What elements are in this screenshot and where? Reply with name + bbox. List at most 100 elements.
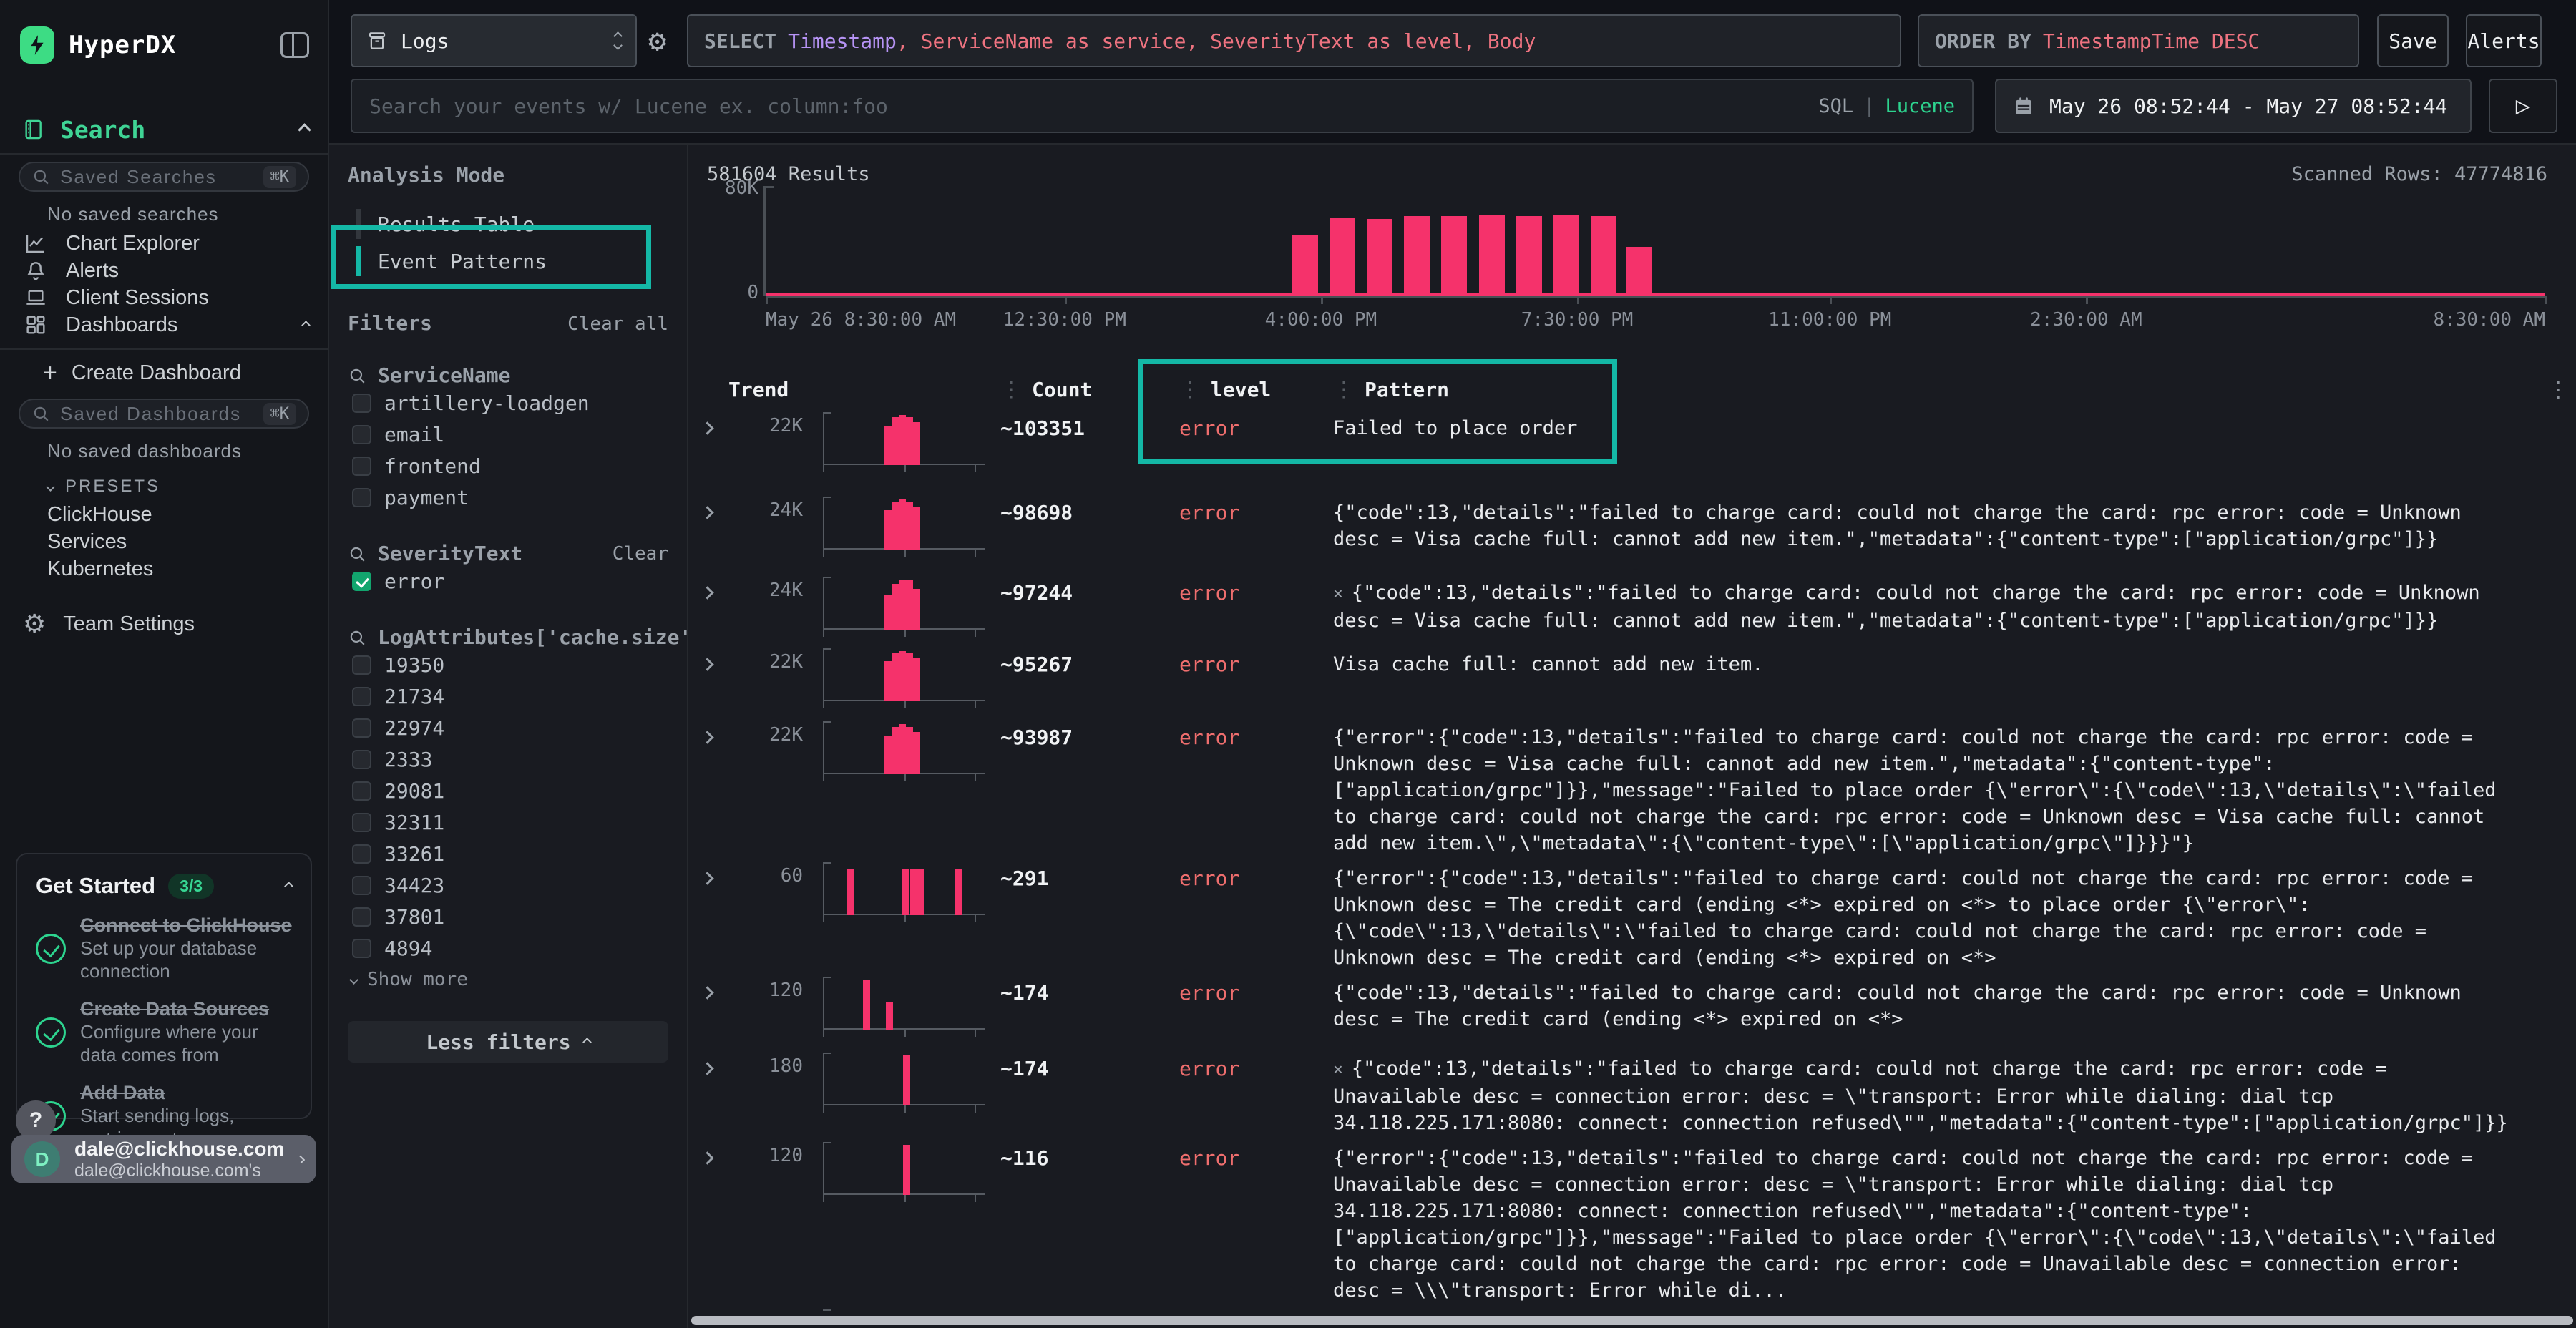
sidebar-item-search[interactable]: Search [21,113,311,146]
checkbox-icon[interactable] [352,844,371,864]
filter-checkbox-item[interactable]: 19350 [348,649,668,680]
filter-checkbox-item[interactable]: 4894 [348,932,668,964]
sidebar-collapse-icon[interactable] [280,32,309,58]
expand-chevron-icon[interactable] [697,971,728,1000]
histogram-plot[interactable]: May 26 8:30:00 AM 12:30:00 PM 4:00:00 PM 7:… [763,186,2547,331]
checkbox-icon[interactable] [352,718,371,738]
histogram-bar[interactable] [1441,216,1468,296]
histogram-bar[interactable] [1478,215,1505,296]
filter-checkbox-item[interactable]: 33261 [348,838,668,869]
filter-checkbox-item[interactable]: 37801 [348,901,668,932]
pattern-cell[interactable]: ×{"code":13,"details":"failed to charge … [1333,571,2540,634]
sql-mode-toggle[interactable]: SQL [1818,94,1854,117]
pattern-cell[interactable]: {"error":{"code":13,"details":"failed to… [1333,1136,2540,1304]
sidebar-item-dashboards[interactable]: Dashboards [19,311,311,338]
help-button[interactable]: ? [16,1100,56,1141]
table-row[interactable]: 60 ~116error×{"code":13,"details":"failed… [688,1304,2576,1311]
source-settings-gear-icon[interactable]: ⚙ [648,23,667,58]
filter-checkbox-item[interactable]: email [348,419,668,450]
filter-checkbox-item[interactable]: artillery-loadgen [348,387,668,419]
table-options-icon[interactable]: ⋮ [2547,376,2570,403]
less-filters-button[interactable]: Less filters [348,1021,668,1063]
column-header-trend[interactable]: Trend [728,378,1000,401]
checkbox-icon[interactable] [352,907,371,927]
expand-chevron-icon[interactable] [697,716,728,745]
clear-all-button[interactable]: Clear all [567,313,668,335]
pattern-cell[interactable]: ×{"code":13,"details":"failed to charge … [1333,1047,2540,1136]
table-row[interactable]: 24K ~98698 error {"code":13,"details":"fail… [688,491,2576,571]
filter-checkbox-item[interactable]: 22974 [348,712,668,743]
saved-searches-input[interactable]: Saved Searches ⌘K [19,162,309,192]
expand-chevron-icon[interactable] [697,643,728,672]
sidebar-item-client-sessions[interactable]: Client Sessions [19,284,309,311]
checkbox-icon[interactable] [352,781,371,801]
checkbox-icon[interactable] [352,686,371,706]
horizontal-scrollbar[interactable] [691,1316,2573,1325]
table-row[interactable]: 22K ~103351 error Failed to place order [688,406,2576,491]
expand-chevron-icon[interactable] [697,1047,728,1076]
sidebar-item-team-settings[interactable]: ⚙ Team Settings [19,611,309,637]
analysis-mode-option[interactable]: Event Patterns [348,243,668,280]
checkbox-icon[interactable] [352,571,371,591]
preset-item-clickhouse[interactable]: ClickHouse [47,502,152,526]
checkbox-icon[interactable] [352,938,371,958]
filter-checkbox-item[interactable]: 29081 [348,775,668,806]
histogram-bar[interactable] [1367,219,1392,296]
user-menu[interactable]: D dale@clickhouse.com dale@clickhouse.co… [11,1135,316,1183]
checkbox-icon[interactable] [352,456,371,476]
create-dashboard-button[interactable]: + Create Dashboard [19,357,309,389]
filter-checkbox-item[interactable]: frontend [348,450,668,482]
expand-chevron-icon[interactable] [697,491,728,520]
time-range-picker[interactable]: May 26 08:52:44 - May 27 08:52:44 [1995,79,2472,133]
get-started-item[interactable]: Create Data Sources Configure where your … [36,998,292,1066]
histogram-bar[interactable] [1292,235,1318,296]
analysis-mode-option[interactable]: Results Table [348,205,668,243]
filter-checkbox-item[interactable]: 21734 [348,680,668,712]
table-row[interactable]: 60 ~291 error {"error":{"code":13,"details"… [688,856,2576,971]
filter-checkbox-item[interactable]: 32311 [348,806,668,838]
expand-chevron-icon[interactable] [697,1136,728,1166]
alerts-button[interactable]: Alerts [2466,14,2542,67]
table-row[interactable]: 120 ~174 error {"code":13,"details":"failed… [688,971,2576,1047]
column-header-level[interactable]: ⋮ level [1179,377,1333,402]
table-row[interactable]: 120 ~116 error {"error":{"code":13,"details… [688,1136,2576,1304]
checkbox-icon[interactable] [352,487,371,507]
histogram-bar[interactable] [1516,216,1542,296]
filter-clear-button[interactable]: Clear [612,542,668,565]
saved-dashboards-input[interactable]: Saved Dashboards ⌘K [19,399,309,429]
preset-item-services[interactable]: Services [47,529,127,553]
filter-checkbox-item[interactable]: payment [348,482,668,513]
preset-item-kubernetes[interactable]: Kubernetes [47,557,154,580]
column-header-pattern[interactable]: ⋮ Pattern [1333,377,2540,402]
histogram-bar[interactable] [1553,215,1580,296]
checkbox-icon[interactable] [352,749,371,769]
pattern-cell[interactable]: Failed to place order [1333,406,2540,441]
expand-chevron-icon[interactable] [697,406,728,436]
sql-select-input[interactable]: SELECT Timestamp, ServiceName as service… [687,14,1901,67]
lucene-mode-toggle[interactable]: Lucene [1885,94,1955,117]
save-button[interactable]: Save [2377,14,2449,67]
pattern-cell[interactable]: {"code":13,"details":"failed to charge c… [1333,971,2540,1032]
checkbox-icon[interactable] [352,875,371,895]
expand-chevron-icon[interactable] [697,571,728,600]
table-row[interactable]: 22K ~95267 error Visa cache full: cannot ad… [688,643,2576,716]
histogram-bar[interactable] [1626,247,1653,296]
drag-handle-icon[interactable]: ⋮ [1179,376,1201,402]
sidebar-item-alerts[interactable]: Alerts [19,257,309,284]
filter-checkbox-item[interactable]: error [348,565,668,597]
drag-handle-icon[interactable]: ⋮ [1333,376,1355,402]
presets-toggle[interactable]: PRESETS [19,477,309,497]
table-row[interactable]: 22K ~93987 error {"error":{"code":13,"detai… [688,716,2576,856]
histogram-bar[interactable] [1329,218,1355,296]
source-select[interactable]: Logs [351,14,637,67]
pattern-cell[interactable]: Visa cache full: cannot add new item. [1333,643,2540,678]
expand-chevron-icon[interactable] [697,1304,728,1311]
checkbox-icon[interactable] [352,655,371,675]
pattern-cell[interactable]: {"error":{"code":13,"details":"failed to… [1333,716,2540,856]
histogram-bar[interactable] [1591,216,1617,296]
expand-chevron-icon[interactable] [697,856,728,886]
filter-checkbox-item[interactable]: 34423 [348,869,668,901]
pattern-cell[interactable]: {"code":13,"details":"failed to charge c… [1333,491,2540,552]
checkbox-icon[interactable] [352,393,371,413]
drag-handle-icon[interactable]: ⋮ [1000,376,1022,402]
